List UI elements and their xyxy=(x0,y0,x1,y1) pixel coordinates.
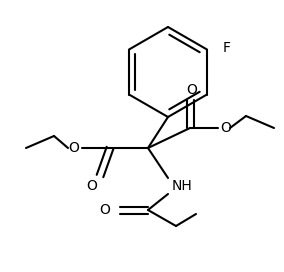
Text: F: F xyxy=(223,41,231,54)
Text: O: O xyxy=(187,83,197,97)
Text: NH: NH xyxy=(172,179,193,193)
Text: O: O xyxy=(87,179,97,193)
Text: O: O xyxy=(68,141,80,155)
Text: O: O xyxy=(99,203,110,217)
Text: O: O xyxy=(221,121,231,135)
